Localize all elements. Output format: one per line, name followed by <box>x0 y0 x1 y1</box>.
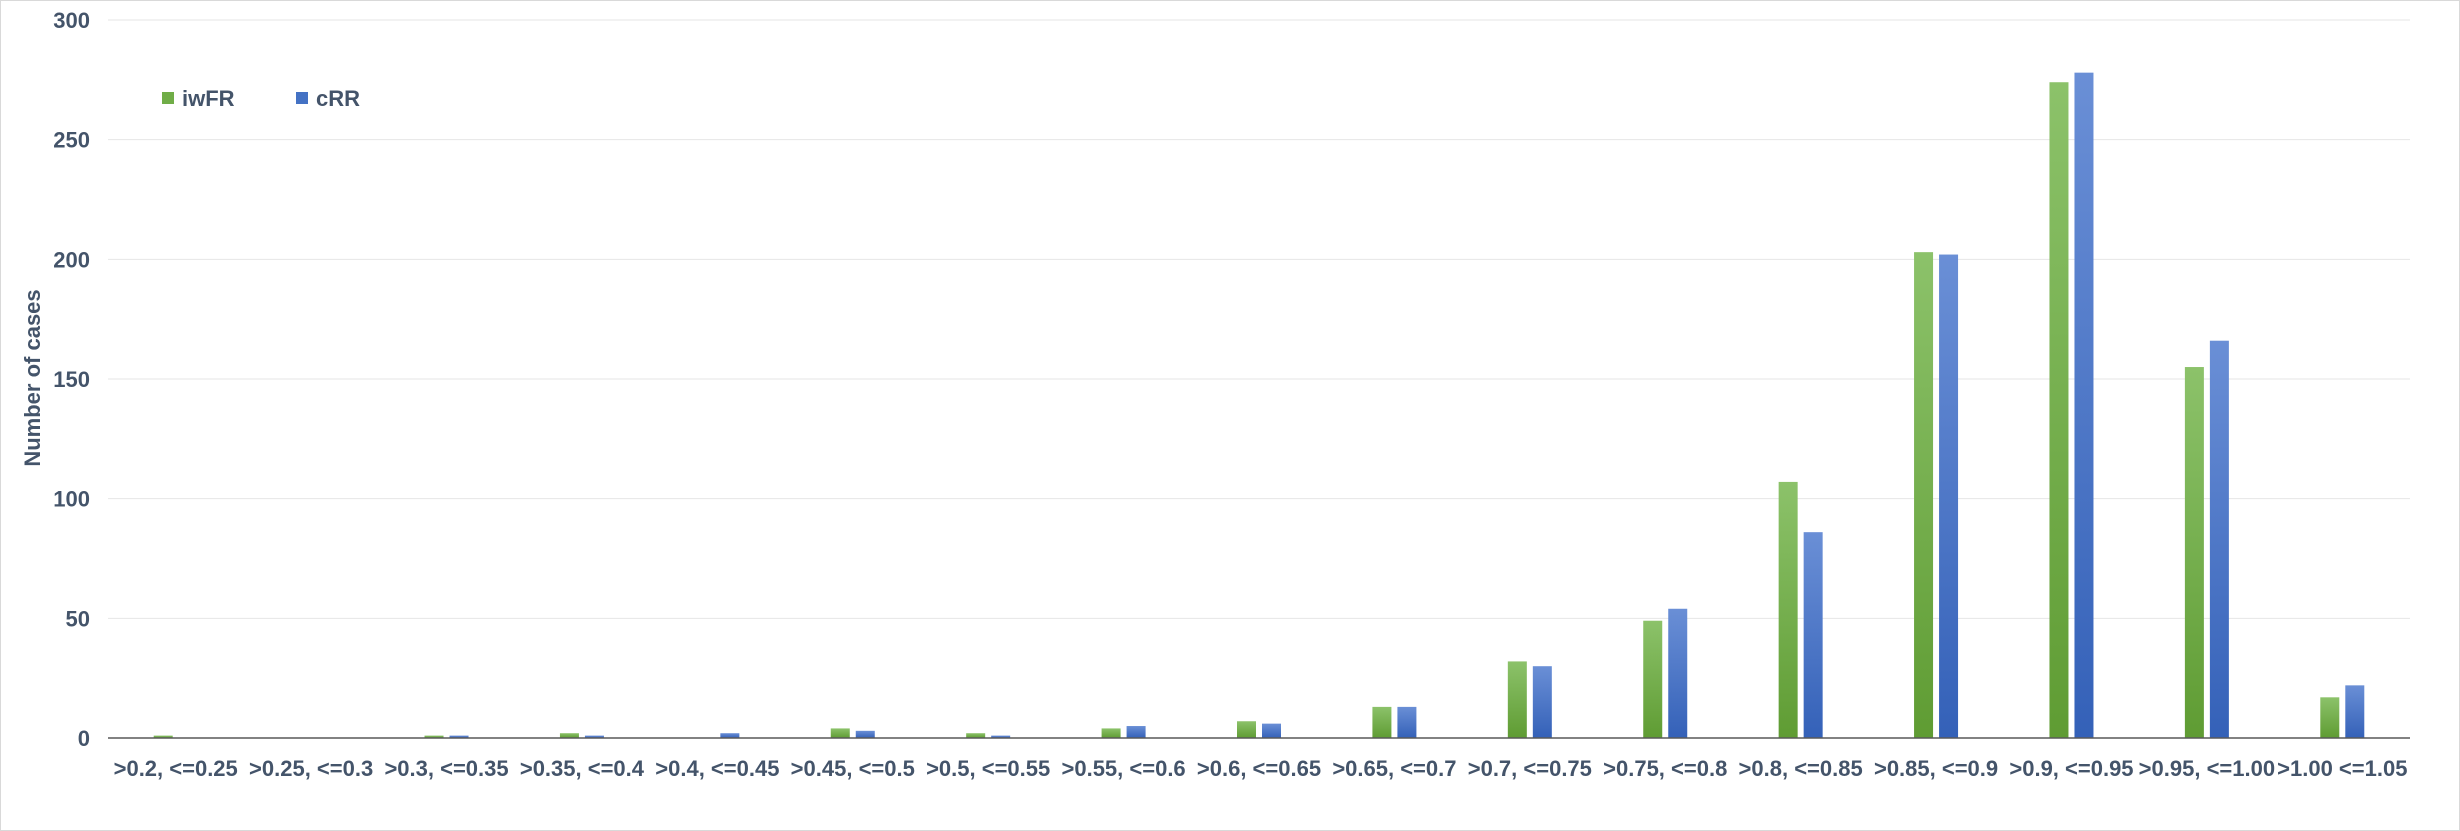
y-tick-label: 0 <box>78 726 90 751</box>
bar-iwfr-2 <box>424 735 444 738</box>
x-tick-label: >0.35, <=0.4 <box>520 756 645 781</box>
bar-iwfr-8 <box>1237 721 1256 738</box>
x-tick-label: >0.85, <=0.9 <box>1874 756 1998 781</box>
y-tick-label: 150 <box>53 367 90 392</box>
bar-iwfr-15 <box>2184 367 2204 738</box>
bar-crr-7 <box>1126 726 1146 738</box>
legend-swatch-iwfr <box>162 92 174 104</box>
bar-crr-13 <box>1939 254 1959 738</box>
bar-iwfr-13 <box>1914 252 1934 739</box>
x-tick-label: >0.95, <=1.00 <box>2139 756 2275 781</box>
bar-crr-14 <box>2074 72 2094 739</box>
bars <box>153 72 2365 739</box>
y-tick-label: 200 <box>53 247 90 272</box>
x-tick-label: >0.65, <=0.7 <box>1332 756 1456 781</box>
y-axis-label: Number of cases <box>20 289 45 466</box>
x-tick-label: >0.3, <=0.35 <box>384 756 508 781</box>
bar-iwfr-10 <box>1507 661 1527 738</box>
x-axis-ticks: >0.2, <=0.25 >0.25, <=0.3 >0.3, <=0.35 >0.3… <box>114 756 2408 781</box>
y-tick-label: 100 <box>53 487 90 512</box>
x-tick-label: >0.55, <=0.6 <box>1062 756 1186 781</box>
x-tick-label: >0.2, <=0.25 <box>114 756 238 781</box>
bar-iwfr-11 <box>1643 620 1663 738</box>
x-tick-label: >0.4, <=0.45 <box>655 756 779 781</box>
bar-crr-5 <box>855 730 875 738</box>
x-tick-label: >0.45, <=0.5 <box>791 756 915 781</box>
bar-iwfr-5 <box>830 728 850 738</box>
bar-iwfr-16 <box>2320 697 2340 738</box>
legend-label-crr: cRR <box>316 86 360 111</box>
legend-label-iwfr: iwFR <box>182 86 235 111</box>
bar-crr-12 <box>1803 532 1823 738</box>
bar-crr-16 <box>2345 685 2365 738</box>
bar-crr-8 <box>1262 723 1281 738</box>
bar-crr-4 <box>720 733 740 738</box>
legend-swatch-crr <box>296 92 308 104</box>
y-axis-ticks: 0 50 100 150 200 250 300 <box>53 8 90 751</box>
bar-iwfr-12 <box>1778 481 1798 738</box>
bar-crr-11 <box>1668 608 1688 738</box>
y-tick-label: 300 <box>53 8 90 33</box>
x-tick-label: >0.25, <=0.3 <box>249 756 373 781</box>
bar-crr-2 <box>449 735 469 738</box>
x-tick-label: >0.7, <=0.75 <box>1468 756 1592 781</box>
bar-crr-6 <box>991 735 1011 738</box>
bar-iwfr-9 <box>1372 706 1392 738</box>
y-tick-label: 250 <box>53 128 90 153</box>
x-tick-label: >0.5, <=0.55 <box>926 756 1050 781</box>
legend: iwFR cRR <box>162 86 360 111</box>
x-tick-label: >0.9, <=0.95 <box>2009 756 2133 781</box>
bar-iwfr-0 <box>153 735 173 738</box>
gridlines <box>108 19 2410 619</box>
bar-iwfr-6 <box>966 733 986 738</box>
bar-crr-10 <box>1532 666 1552 738</box>
bar-iwfr-7 <box>1101 728 1121 738</box>
bar-crr-15 <box>2209 340 2229 738</box>
bar-crr-3 <box>584 735 604 738</box>
x-tick-label: >1.00 <=1.05 <box>2277 756 2407 781</box>
bar-iwfr-14 <box>2049 82 2069 738</box>
x-tick-label: >0.6, <=0.65 <box>1197 756 1321 781</box>
bar-iwfr-3 <box>559 733 579 738</box>
x-tick-label: >0.8, <=0.85 <box>1739 756 1863 781</box>
x-tick-label: >0.75, <=0.8 <box>1603 756 1727 781</box>
bar-crr-9 <box>1397 706 1417 738</box>
y-tick-label: 50 <box>66 606 90 631</box>
